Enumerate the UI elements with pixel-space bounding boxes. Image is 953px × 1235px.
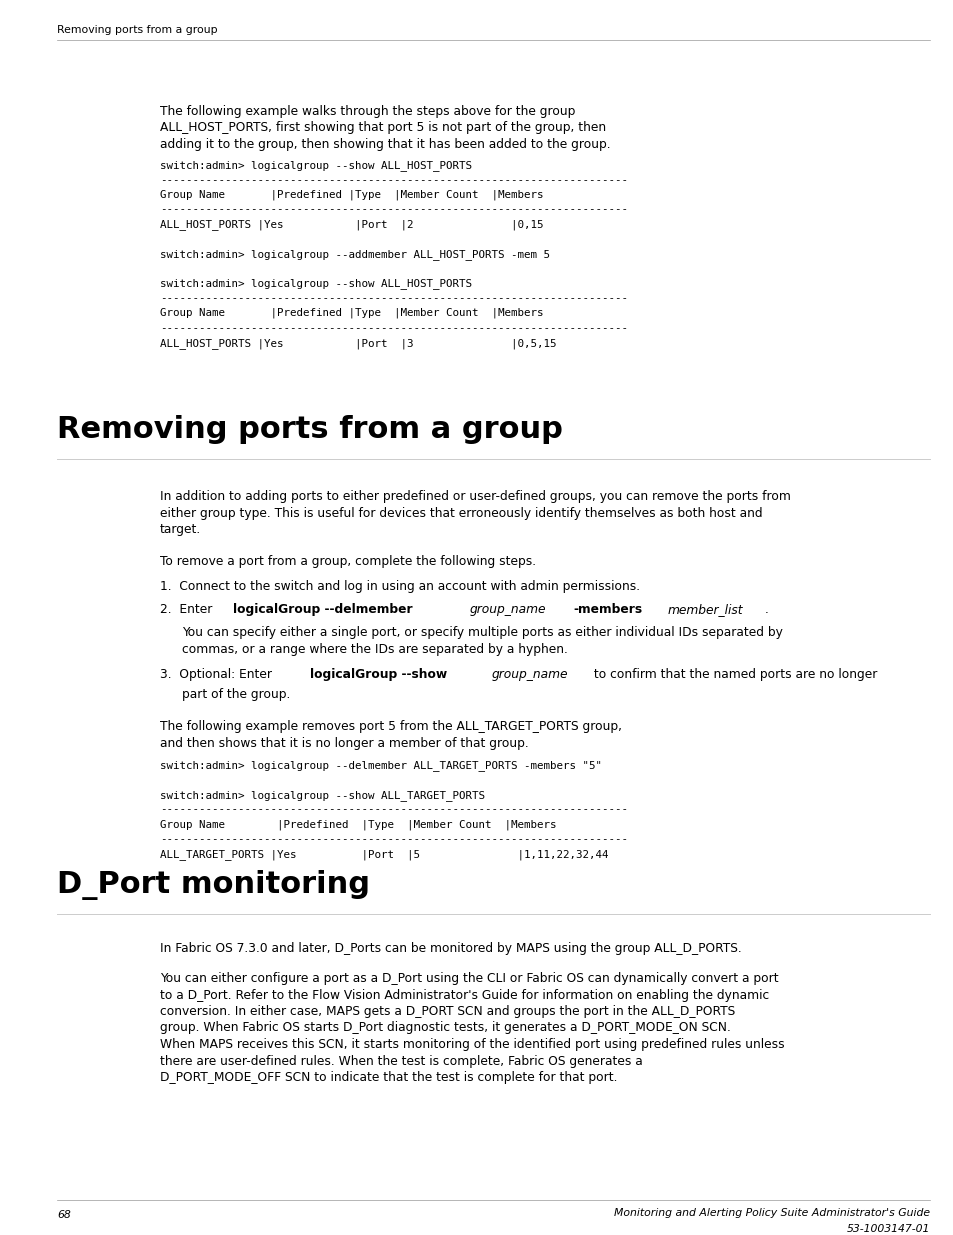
Text: To remove a port from a group, complete the following steps.: To remove a port from a group, complete … bbox=[160, 555, 536, 568]
Text: switch:admin> logicalgroup --show ALL_HOST_PORTS: switch:admin> logicalgroup --show ALL_HO… bbox=[160, 278, 472, 289]
Text: group_name: group_name bbox=[469, 603, 545, 616]
Text: switch:admin> logicalgroup --delmember ALL_TARGET_PORTS -members "5": switch:admin> logicalgroup --delmember A… bbox=[160, 760, 601, 771]
Text: When MAPS receives this SCN, it starts monitoring of the identified port using p: When MAPS receives this SCN, it starts m… bbox=[160, 1037, 783, 1051]
Text: .: . bbox=[764, 603, 768, 616]
Text: either group type. This is useful for devices that erroneously identify themselv: either group type. This is useful for de… bbox=[160, 506, 761, 520]
Text: The following example walks through the steps above for the group: The following example walks through the … bbox=[160, 105, 575, 119]
Text: ALL_HOST_PORTS |Yes           |Port  |3               |0,5,15: ALL_HOST_PORTS |Yes |Port |3 |0,5,15 bbox=[160, 337, 556, 348]
Text: there are user-defined rules. When the test is complete, Fabric OS generates a: there are user-defined rules. When the t… bbox=[160, 1055, 642, 1067]
Text: D_Port monitoring: D_Port monitoring bbox=[57, 869, 370, 900]
Text: to confirm that the named ports are no longer: to confirm that the named ports are no l… bbox=[590, 668, 877, 680]
Text: ------------------------------------------------------------------------: ----------------------------------------… bbox=[160, 834, 627, 844]
Text: adding it to the group, then showing that it has been added to the group.: adding it to the group, then showing tha… bbox=[160, 138, 610, 151]
Text: logicalGroup --show: logicalGroup --show bbox=[309, 668, 446, 680]
Text: switch:admin> logicalgroup --show ALL_TARGET_PORTS: switch:admin> logicalgroup --show ALL_TA… bbox=[160, 789, 484, 800]
Text: target.: target. bbox=[160, 522, 201, 536]
Text: The following example removes port 5 from the ALL_TARGET_PORTS group,: The following example removes port 5 fro… bbox=[160, 720, 621, 734]
Text: 2.  Enter: 2. Enter bbox=[160, 603, 216, 616]
Text: ------------------------------------------------------------------------: ----------------------------------------… bbox=[160, 175, 627, 185]
Text: and then shows that it is no longer a member of that group.: and then shows that it is no longer a me… bbox=[160, 736, 528, 750]
Text: switch:admin> logicalgroup --show ALL_HOST_PORTS: switch:admin> logicalgroup --show ALL_HO… bbox=[160, 161, 472, 170]
Text: to a D_Port. Refer to the Flow Vision Administrator's Guide for information on e: to a D_Port. Refer to the Flow Vision Ad… bbox=[160, 988, 768, 1002]
Text: 1.  Connect to the switch and log in using an account with admin permissions.: 1. Connect to the switch and log in usin… bbox=[160, 580, 639, 593]
Text: You can specify either a single port, or specify multiple ports as either indivi: You can specify either a single port, or… bbox=[182, 626, 782, 638]
Text: D_PORT_MODE_OFF SCN to indicate that the test is complete for that port.: D_PORT_MODE_OFF SCN to indicate that the… bbox=[160, 1071, 617, 1084]
Text: 68: 68 bbox=[57, 1210, 71, 1220]
Text: group_name: group_name bbox=[491, 668, 568, 680]
Text: ------------------------------------------------------------------------: ----------------------------------------… bbox=[160, 293, 627, 304]
Text: Group Name       |Predefined |Type  |Member Count  |Members: Group Name |Predefined |Type |Member Cou… bbox=[160, 308, 543, 319]
Text: ------------------------------------------------------------------------: ----------------------------------------… bbox=[160, 804, 627, 814]
Text: commas, or a range where the IDs are separated by a hyphen.: commas, or a range where the IDs are sep… bbox=[182, 642, 567, 656]
Text: ALL_TARGET_PORTS |Yes          |Port  |5               |1,11,22,32,44: ALL_TARGET_PORTS |Yes |Port |5 |1,11,22,… bbox=[160, 848, 608, 860]
Text: -members: -members bbox=[573, 603, 641, 616]
Text: ------------------------------------------------------------------------: ----------------------------------------… bbox=[160, 205, 627, 215]
Text: conversion. In either case, MAPS gets a D_PORT SCN and groups the port in the AL: conversion. In either case, MAPS gets a … bbox=[160, 1005, 735, 1018]
Text: Group Name        |Predefined  |Type  |Member Count  |Members: Group Name |Predefined |Type |Member Cou… bbox=[160, 819, 556, 830]
Text: Monitoring and Alerting Policy Suite Administrator's Guide: Monitoring and Alerting Policy Suite Adm… bbox=[613, 1208, 929, 1218]
Text: switch:admin> logicalgroup --addmember ALL_HOST_PORTS -mem 5: switch:admin> logicalgroup --addmember A… bbox=[160, 248, 550, 259]
Text: ALL_HOST_PORTS |Yes           |Port  |2               |0,15: ALL_HOST_PORTS |Yes |Port |2 |0,15 bbox=[160, 219, 543, 230]
Text: Group Name       |Predefined |Type  |Member Count  |Members: Group Name |Predefined |Type |Member Cou… bbox=[160, 190, 543, 200]
Text: logicalGroup --delmember: logicalGroup --delmember bbox=[233, 603, 412, 616]
Text: You can either configure a port as a D_Port using the CLI or Fabric OS can dynam: You can either configure a port as a D_P… bbox=[160, 972, 778, 986]
Text: In Fabric OS 7.3.0 and later, D_Ports can be monitored by MAPS using the group A: In Fabric OS 7.3.0 and later, D_Ports ca… bbox=[160, 942, 741, 955]
Text: part of the group.: part of the group. bbox=[182, 688, 290, 701]
Text: In addition to adding ports to either predefined or user-defined groups, you can: In addition to adding ports to either pr… bbox=[160, 490, 790, 503]
Text: ALL_HOST_PORTS, first showing that port 5 is not part of the group, then: ALL_HOST_PORTS, first showing that port … bbox=[160, 121, 605, 135]
Text: 3.  Optional: Enter: 3. Optional: Enter bbox=[160, 668, 275, 680]
Text: group. When Fabric OS starts D_Port diagnostic tests, it generates a D_PORT_MODE: group. When Fabric OS starts D_Port diag… bbox=[160, 1021, 730, 1035]
Text: ------------------------------------------------------------------------: ----------------------------------------… bbox=[160, 322, 627, 332]
Text: member_list: member_list bbox=[666, 603, 742, 616]
Text: Removing ports from a group: Removing ports from a group bbox=[57, 25, 217, 35]
Text: Removing ports from a group: Removing ports from a group bbox=[57, 415, 562, 445]
Text: 53-1003147-01: 53-1003147-01 bbox=[845, 1224, 929, 1235]
